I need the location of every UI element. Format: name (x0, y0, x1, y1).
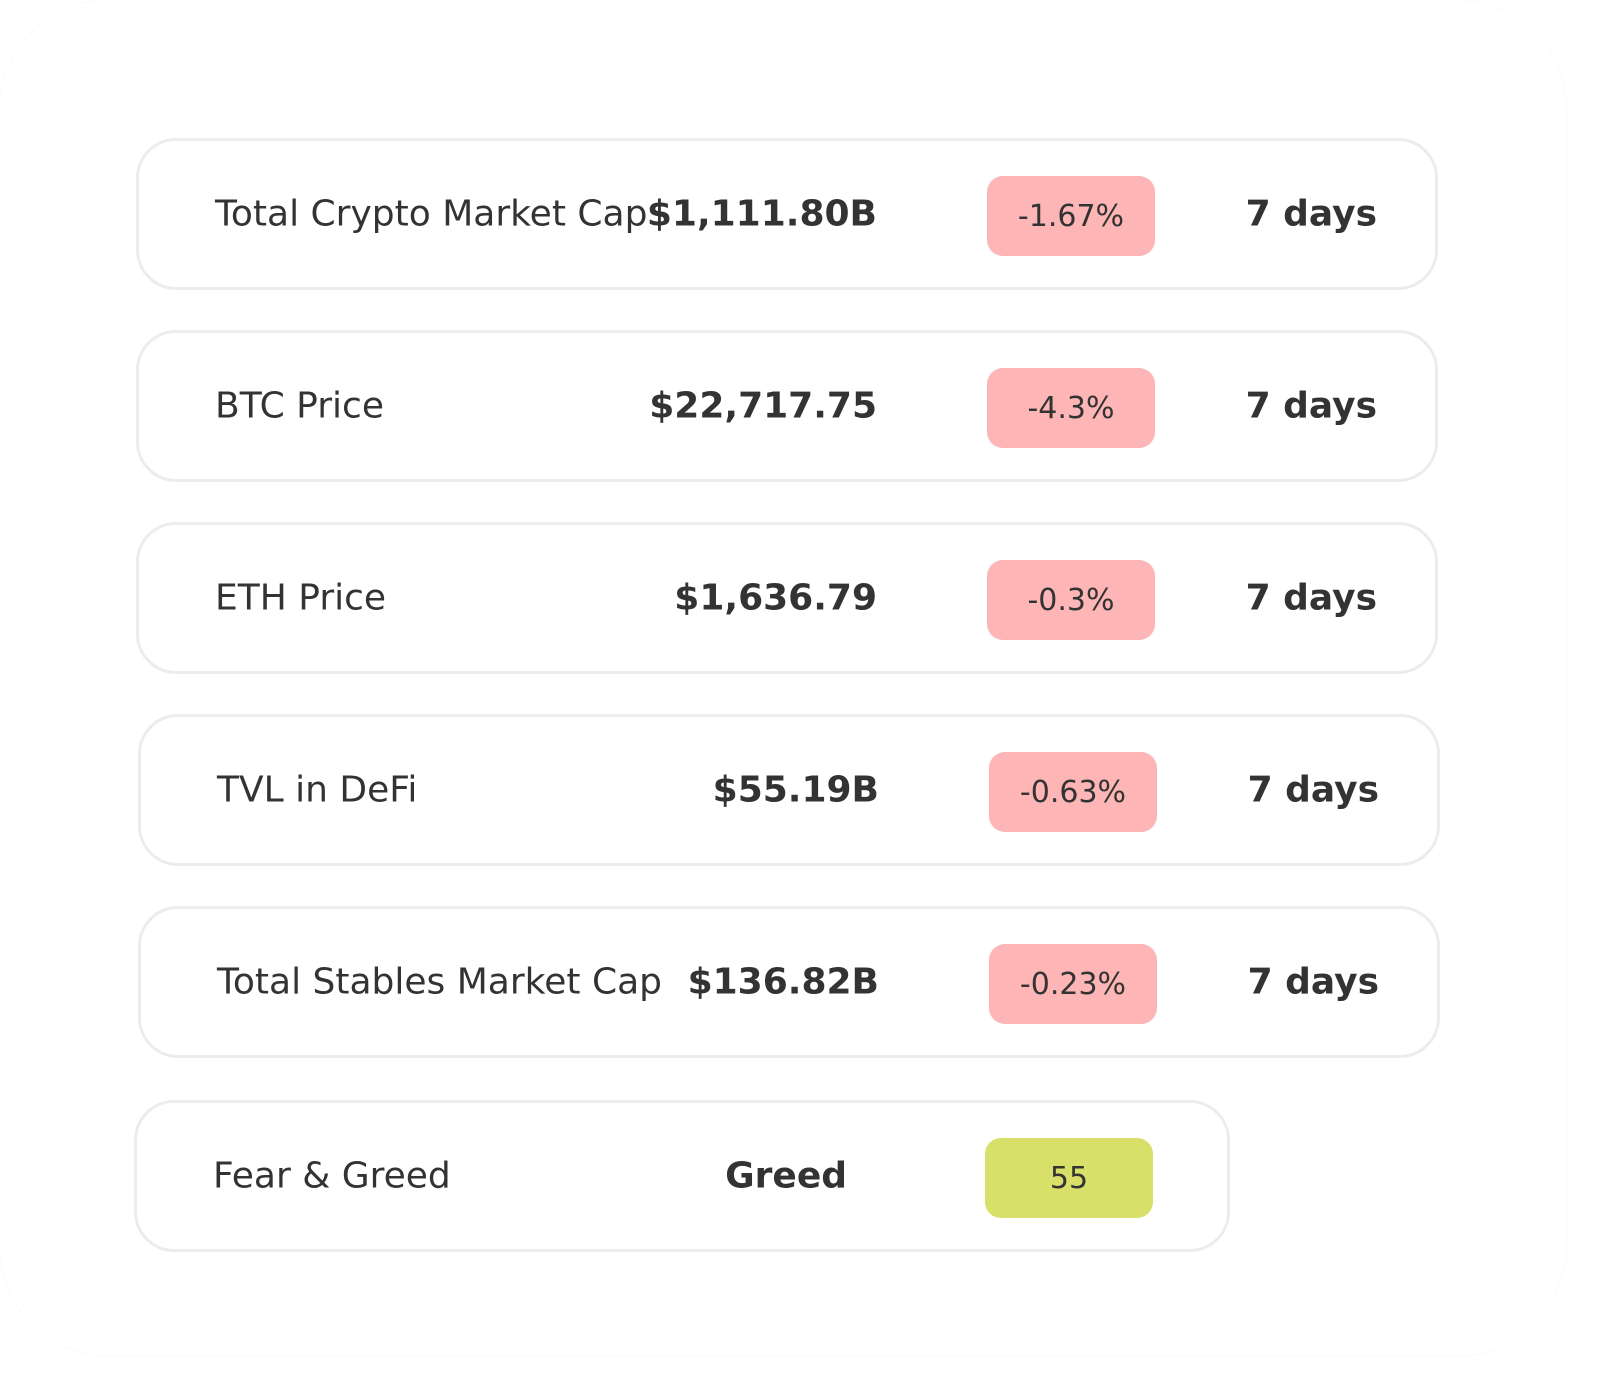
metric-card-tvl-in-defi: TVL in DeFi $55.19B -0.63% 7 days (138, 714, 1440, 866)
score-badge: 55 (985, 1138, 1153, 1218)
period-label: 7 days (1245, 193, 1377, 235)
period-label: 7 days (1245, 577, 1377, 619)
period-label: 7 days (1247, 769, 1379, 811)
metric-value: $1,111.80B (646, 193, 877, 235)
change-badge: -1.67% (987, 176, 1155, 256)
metric-card-total-stables-market-cap: Total Stables Market Cap $136.82B -0.23%… (138, 906, 1440, 1058)
metric-value: $136.82B (687, 961, 879, 1003)
metrics-panel: Total Crypto Market Cap $1,111.80B -1.67… (134, 138, 1440, 1252)
period-label: 7 days (1247, 961, 1379, 1003)
sentiment-value: Greed (725, 1155, 847, 1197)
change-badge: -0.3% (987, 560, 1155, 640)
metric-label: ETH Price (215, 577, 387, 619)
metric-label: Fear & Greed (213, 1155, 451, 1197)
metric-label: Total Stables Market Cap (217, 961, 662, 1003)
period-label: 7 days (1245, 385, 1377, 427)
change-badge: -0.63% (989, 752, 1157, 832)
change-badge: -0.23% (989, 944, 1157, 1024)
metric-value: $55.19B (712, 769, 879, 811)
metric-card-eth-price: ETH Price $1,636.79 -0.3% 7 days (136, 522, 1438, 674)
metric-card-fear-and-greed: Fear & Greed Greed 55 (134, 1100, 1230, 1252)
metric-label: Total Crypto Market Cap (215, 193, 648, 235)
change-badge: -4.3% (987, 368, 1155, 448)
metric-card-total-crypto-market-cap: Total Crypto Market Cap $1,111.80B -1.67… (136, 138, 1438, 290)
metric-label: BTC Price (215, 385, 384, 427)
metric-label: TVL in DeFi (217, 769, 418, 811)
metric-value: $22,717.75 (649, 385, 877, 427)
metric-card-btc-price: BTC Price $22,717.75 -4.3% 7 days (136, 330, 1438, 482)
metric-value: $1,636.79 (674, 577, 877, 619)
